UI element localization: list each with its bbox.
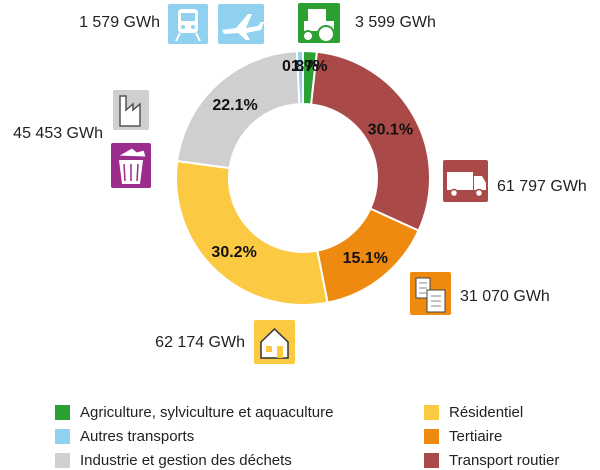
percent-label-residentiel: 30.2%	[211, 244, 256, 261]
legend-swatch	[55, 429, 70, 444]
tractor-icon	[298, 3, 340, 43]
value-label-tertiaire: 31 070 GWh	[460, 288, 550, 305]
slice-transport-routier	[310, 50, 431, 232]
slice-autres-transports	[295, 49, 304, 106]
legend-label: Résidentiel	[449, 404, 524, 421]
legend-label: Agriculture, sylviculture et aquaculture	[80, 404, 334, 421]
percent-labels: 1.7% 30.1% 15.1% 30.2% 22.1% 0.8%	[211, 58, 413, 267]
legend-swatch	[55, 453, 70, 468]
percent-label-industrie-et-gestion-des-dechets: 22.1%	[212, 97, 257, 114]
legend-swatch	[424, 429, 439, 444]
slice-residentiel	[175, 159, 329, 306]
value-label-transport-routier: 61 797 GWh	[497, 178, 587, 195]
legend-item-tertiaire: Tertiaire	[424, 428, 502, 445]
legend-item-industrie: Industrie et gestion des déchets	[55, 452, 292, 469]
legend-item-transport-routier: Transport routier	[424, 452, 559, 469]
percent-label-agriculture-sylviculture-et-aquaculture: 1.7%	[291, 58, 327, 75]
legend-label: Transport routier	[449, 452, 560, 469]
train-icon	[168, 4, 208, 44]
value-label-autres-transports: 1 579 GWh	[79, 14, 160, 31]
legend-swatch	[424, 405, 439, 420]
legend-item-residentiel: Résidentiel	[424, 404, 523, 421]
legend-label: Tertiaire	[449, 428, 503, 445]
legend: Agriculture, sylviculture et aquaculture…	[0, 400, 600, 470]
legend-label: Autres transports	[80, 428, 195, 445]
factory-icon	[113, 90, 149, 130]
legend-item-agriculture: Agriculture, sylviculture et aquaculture	[55, 404, 333, 421]
plane-icon	[218, 4, 264, 44]
legend-label: Industrie et gestion des déchets	[80, 452, 292, 469]
office-building-icon	[410, 272, 451, 315]
legend-swatch	[424, 453, 439, 468]
waste-bin-icon	[111, 143, 151, 188]
legend-swatch	[55, 405, 70, 420]
value-label-agriculture: 3 599 GWh	[355, 14, 436, 31]
percent-label-transport-routier: 30.1%	[368, 121, 413, 138]
value-label-industrie: 45 453 GWh	[13, 125, 103, 142]
value-label-residentiel: 62 174 GWh	[155, 334, 245, 351]
truck-icon	[443, 160, 488, 202]
percent-label-tertiaire: 15.1%	[343, 250, 388, 267]
donut-chart: 1.7% 30.1% 15.1% 30.2% 22.1% 0.8%	[13, 3, 587, 364]
percent-label-autres-transports: 0.8%	[282, 58, 318, 75]
house-icon	[254, 320, 295, 364]
legend-item-autres-transports: Autres transports	[55, 428, 194, 445]
donut-slices	[175, 49, 431, 306]
